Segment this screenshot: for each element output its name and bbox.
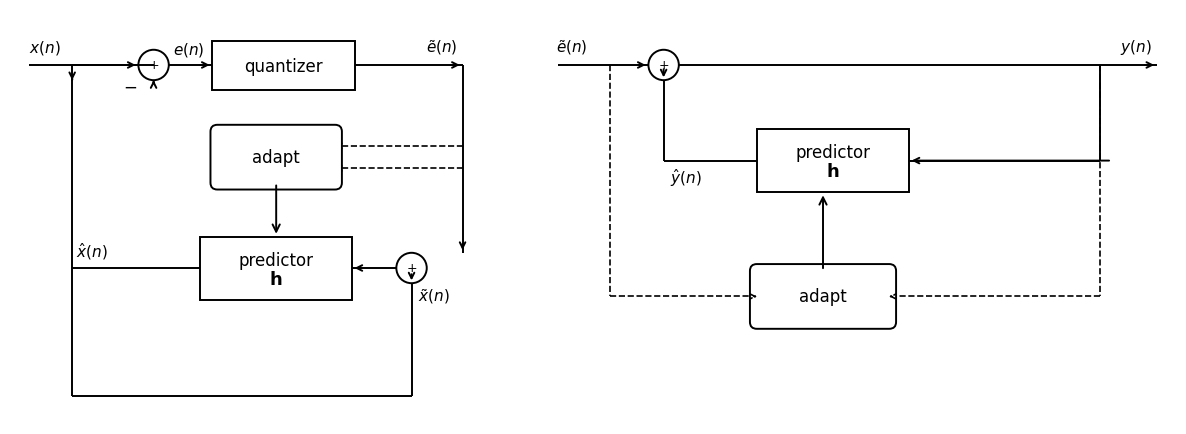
Text: $\mathbf{h}$: $\mathbf{h}$ [269, 271, 282, 289]
Text: $\tilde{x}(n)$: $\tilde{x}(n)$ [419, 286, 449, 306]
FancyBboxPatch shape [210, 125, 342, 190]
Text: quantizer: quantizer [244, 58, 323, 76]
Text: $\hat{y}(n)$: $\hat{y}(n)$ [670, 167, 701, 189]
Text: $e(n)$: $e(n)$ [173, 41, 204, 59]
Text: $+$: $+$ [148, 59, 159, 72]
Text: adapt: adapt [253, 149, 300, 167]
Text: $\tilde{e}(n)$: $\tilde{e}(n)$ [556, 38, 587, 57]
Text: $+$: $+$ [658, 59, 669, 72]
Text: $x(n)$: $x(n)$ [28, 39, 60, 57]
FancyBboxPatch shape [750, 264, 897, 329]
Text: $\tilde{e}(n)$: $\tilde{e}(n)$ [426, 38, 458, 57]
Text: $+$: $+$ [406, 261, 417, 274]
Bar [199, 237, 352, 301]
Text: predictor: predictor [238, 251, 313, 269]
Text: $-$: $-$ [123, 77, 138, 95]
Text: $\mathbf{h}$: $\mathbf{h}$ [827, 163, 840, 181]
Text: adapt: adapt [799, 288, 847, 306]
Bar [757, 129, 908, 193]
Bar [212, 43, 355, 91]
Text: $y(n)$: $y(n)$ [1121, 38, 1152, 57]
Text: predictor: predictor [796, 143, 871, 161]
Text: $\hat{x}(n)$: $\hat{x}(n)$ [76, 240, 108, 261]
